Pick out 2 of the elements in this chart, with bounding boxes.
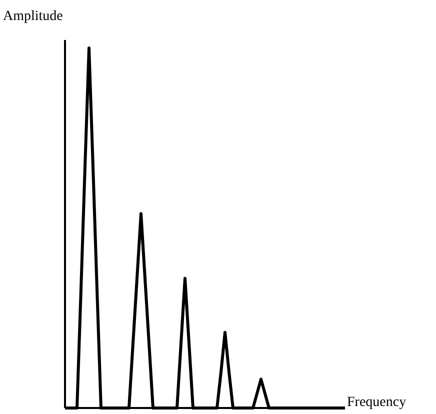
x-axis-title: Frequency — [347, 395, 406, 410]
y-axis-title: Amplitude — [3, 9, 63, 24]
